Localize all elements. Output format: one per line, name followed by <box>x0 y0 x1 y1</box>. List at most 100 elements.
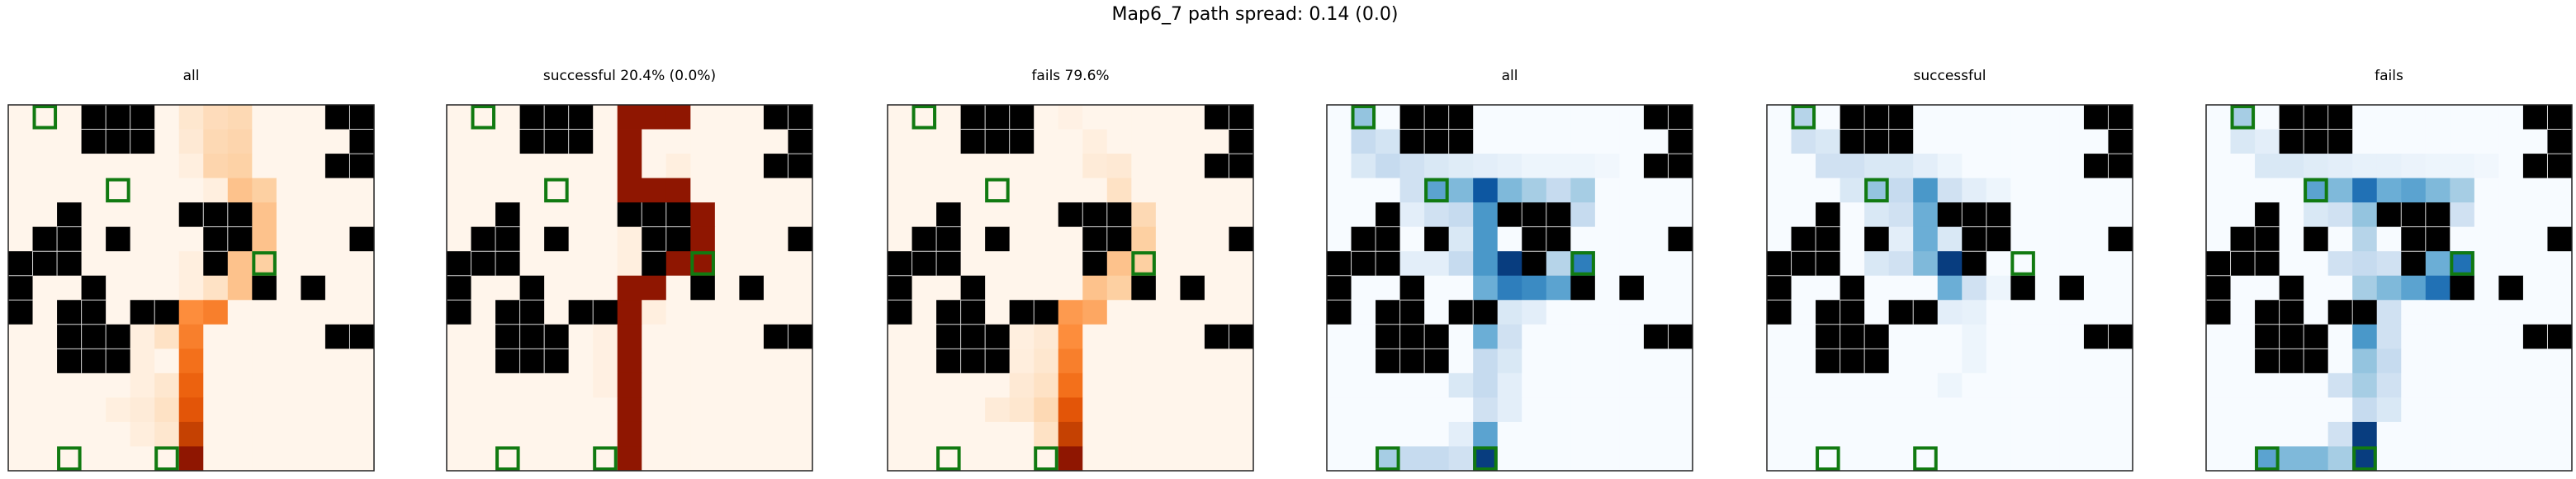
wall-cell <box>1424 129 1450 154</box>
heat-cell <box>985 178 1011 203</box>
heat-cell <box>276 251 301 277</box>
heat-cell <box>471 324 496 349</box>
heat-cell <box>2010 324 2036 349</box>
heat-cell <box>2059 178 2085 203</box>
heat-cell <box>1791 154 1816 178</box>
wall-cell <box>471 251 496 277</box>
wall-cell <box>1376 202 1400 228</box>
heat-cell <box>2230 397 2256 423</box>
wall-cell <box>252 275 277 301</box>
heat-cell <box>1546 129 1571 154</box>
heat-cell <box>985 421 1011 447</box>
wall-cell <box>544 349 570 374</box>
heat-cell <box>788 349 813 374</box>
heat-cell <box>276 275 301 301</box>
heat-cell <box>32 421 58 447</box>
heat-cell <box>1962 105 1987 130</box>
heat-cell <box>2059 129 2085 154</box>
wall-cell <box>1864 324 1890 349</box>
heat-cell <box>178 421 204 447</box>
heat-cell <box>642 397 667 423</box>
heat-cell <box>519 154 545 178</box>
heat-cell <box>888 154 912 178</box>
heat-cell <box>1131 324 1157 349</box>
heat-cell <box>1497 300 1522 325</box>
heat-cell <box>1034 421 1059 447</box>
wall-cell <box>1448 129 1474 154</box>
heat-cell <box>1448 251 1474 277</box>
heat-cell <box>1570 129 1596 154</box>
heat-cell <box>888 446 912 472</box>
heat-cell <box>2425 446 2451 472</box>
heat-cell <box>276 324 301 349</box>
heat-cell <box>301 372 326 398</box>
heat-cell <box>714 275 740 301</box>
heat-cell <box>2474 397 2499 423</box>
heat-cell <box>8 154 33 178</box>
heat-cell <box>617 251 642 277</box>
heat-cell <box>2352 275 2378 301</box>
heat-cell <box>1376 275 1400 301</box>
heat-cell <box>2034 349 2060 374</box>
heat-cell <box>130 397 155 423</box>
heat-cell <box>324 300 350 325</box>
heat-cell <box>1888 226 1914 252</box>
heat-cell <box>1962 446 1987 472</box>
heat-cell <box>1840 226 1865 252</box>
heat-cell <box>2010 178 2036 203</box>
wall-cell <box>1840 275 1865 301</box>
heat-cell <box>936 129 961 154</box>
heat-cell <box>1473 226 1499 252</box>
heat-cell <box>665 251 691 277</box>
heat-cell <box>788 202 813 228</box>
heat-cell <box>32 397 58 423</box>
heat-cell <box>1791 397 1816 423</box>
heat-cell <box>690 251 716 277</box>
heat-cell <box>227 154 253 178</box>
heat-cell <box>739 202 765 228</box>
target-marker <box>106 178 130 203</box>
heat-cell <box>1888 372 1914 398</box>
heat-cell <box>2059 202 2085 228</box>
heat-cell <box>2059 446 2085 472</box>
heat-cell <box>1204 446 1229 472</box>
wall-cell <box>1668 226 1693 252</box>
heat-cell <box>130 154 155 178</box>
heat-cell <box>665 349 691 374</box>
heat-cell <box>324 226 350 252</box>
heat-cell <box>2034 275 2060 301</box>
heat-cell <box>2034 397 2060 423</box>
wall-cell <box>1448 105 1474 130</box>
heat-cell <box>1106 397 1132 423</box>
heat-cell <box>1204 129 1229 154</box>
heat-cell <box>1816 178 1840 203</box>
heat-cell <box>1376 446 1400 472</box>
target-marker <box>1376 446 1400 472</box>
heat-cell <box>2376 421 2402 447</box>
heat-cell <box>1229 397 1254 423</box>
heat-cell <box>960 421 986 447</box>
heat-cell <box>1009 154 1035 178</box>
heat-cell <box>1058 324 1083 349</box>
heat-cell <box>154 178 180 203</box>
heat-cell <box>1058 300 1083 325</box>
heat-cell <box>2230 202 2256 228</box>
wall-cell <box>1937 202 1963 228</box>
heat-cell <box>227 397 253 423</box>
heat-cell <box>1643 372 1669 398</box>
heat-cell <box>1791 178 1816 203</box>
heat-cell <box>8 202 33 228</box>
heat-cell <box>912 178 937 203</box>
heat-cell <box>1351 349 1376 374</box>
wall-cell <box>788 226 813 252</box>
heat-cell <box>1082 178 1108 203</box>
heat-cell <box>1791 202 1816 228</box>
wall-cell <box>2376 202 2402 228</box>
heat-cell <box>1570 372 1596 398</box>
heat-cell <box>1643 421 1669 447</box>
heat-cell <box>2425 300 2451 325</box>
heat-cell <box>2230 105 2256 130</box>
heat-cell <box>154 251 180 277</box>
heat-cell <box>2206 226 2231 252</box>
heat-cell <box>1767 372 1792 398</box>
